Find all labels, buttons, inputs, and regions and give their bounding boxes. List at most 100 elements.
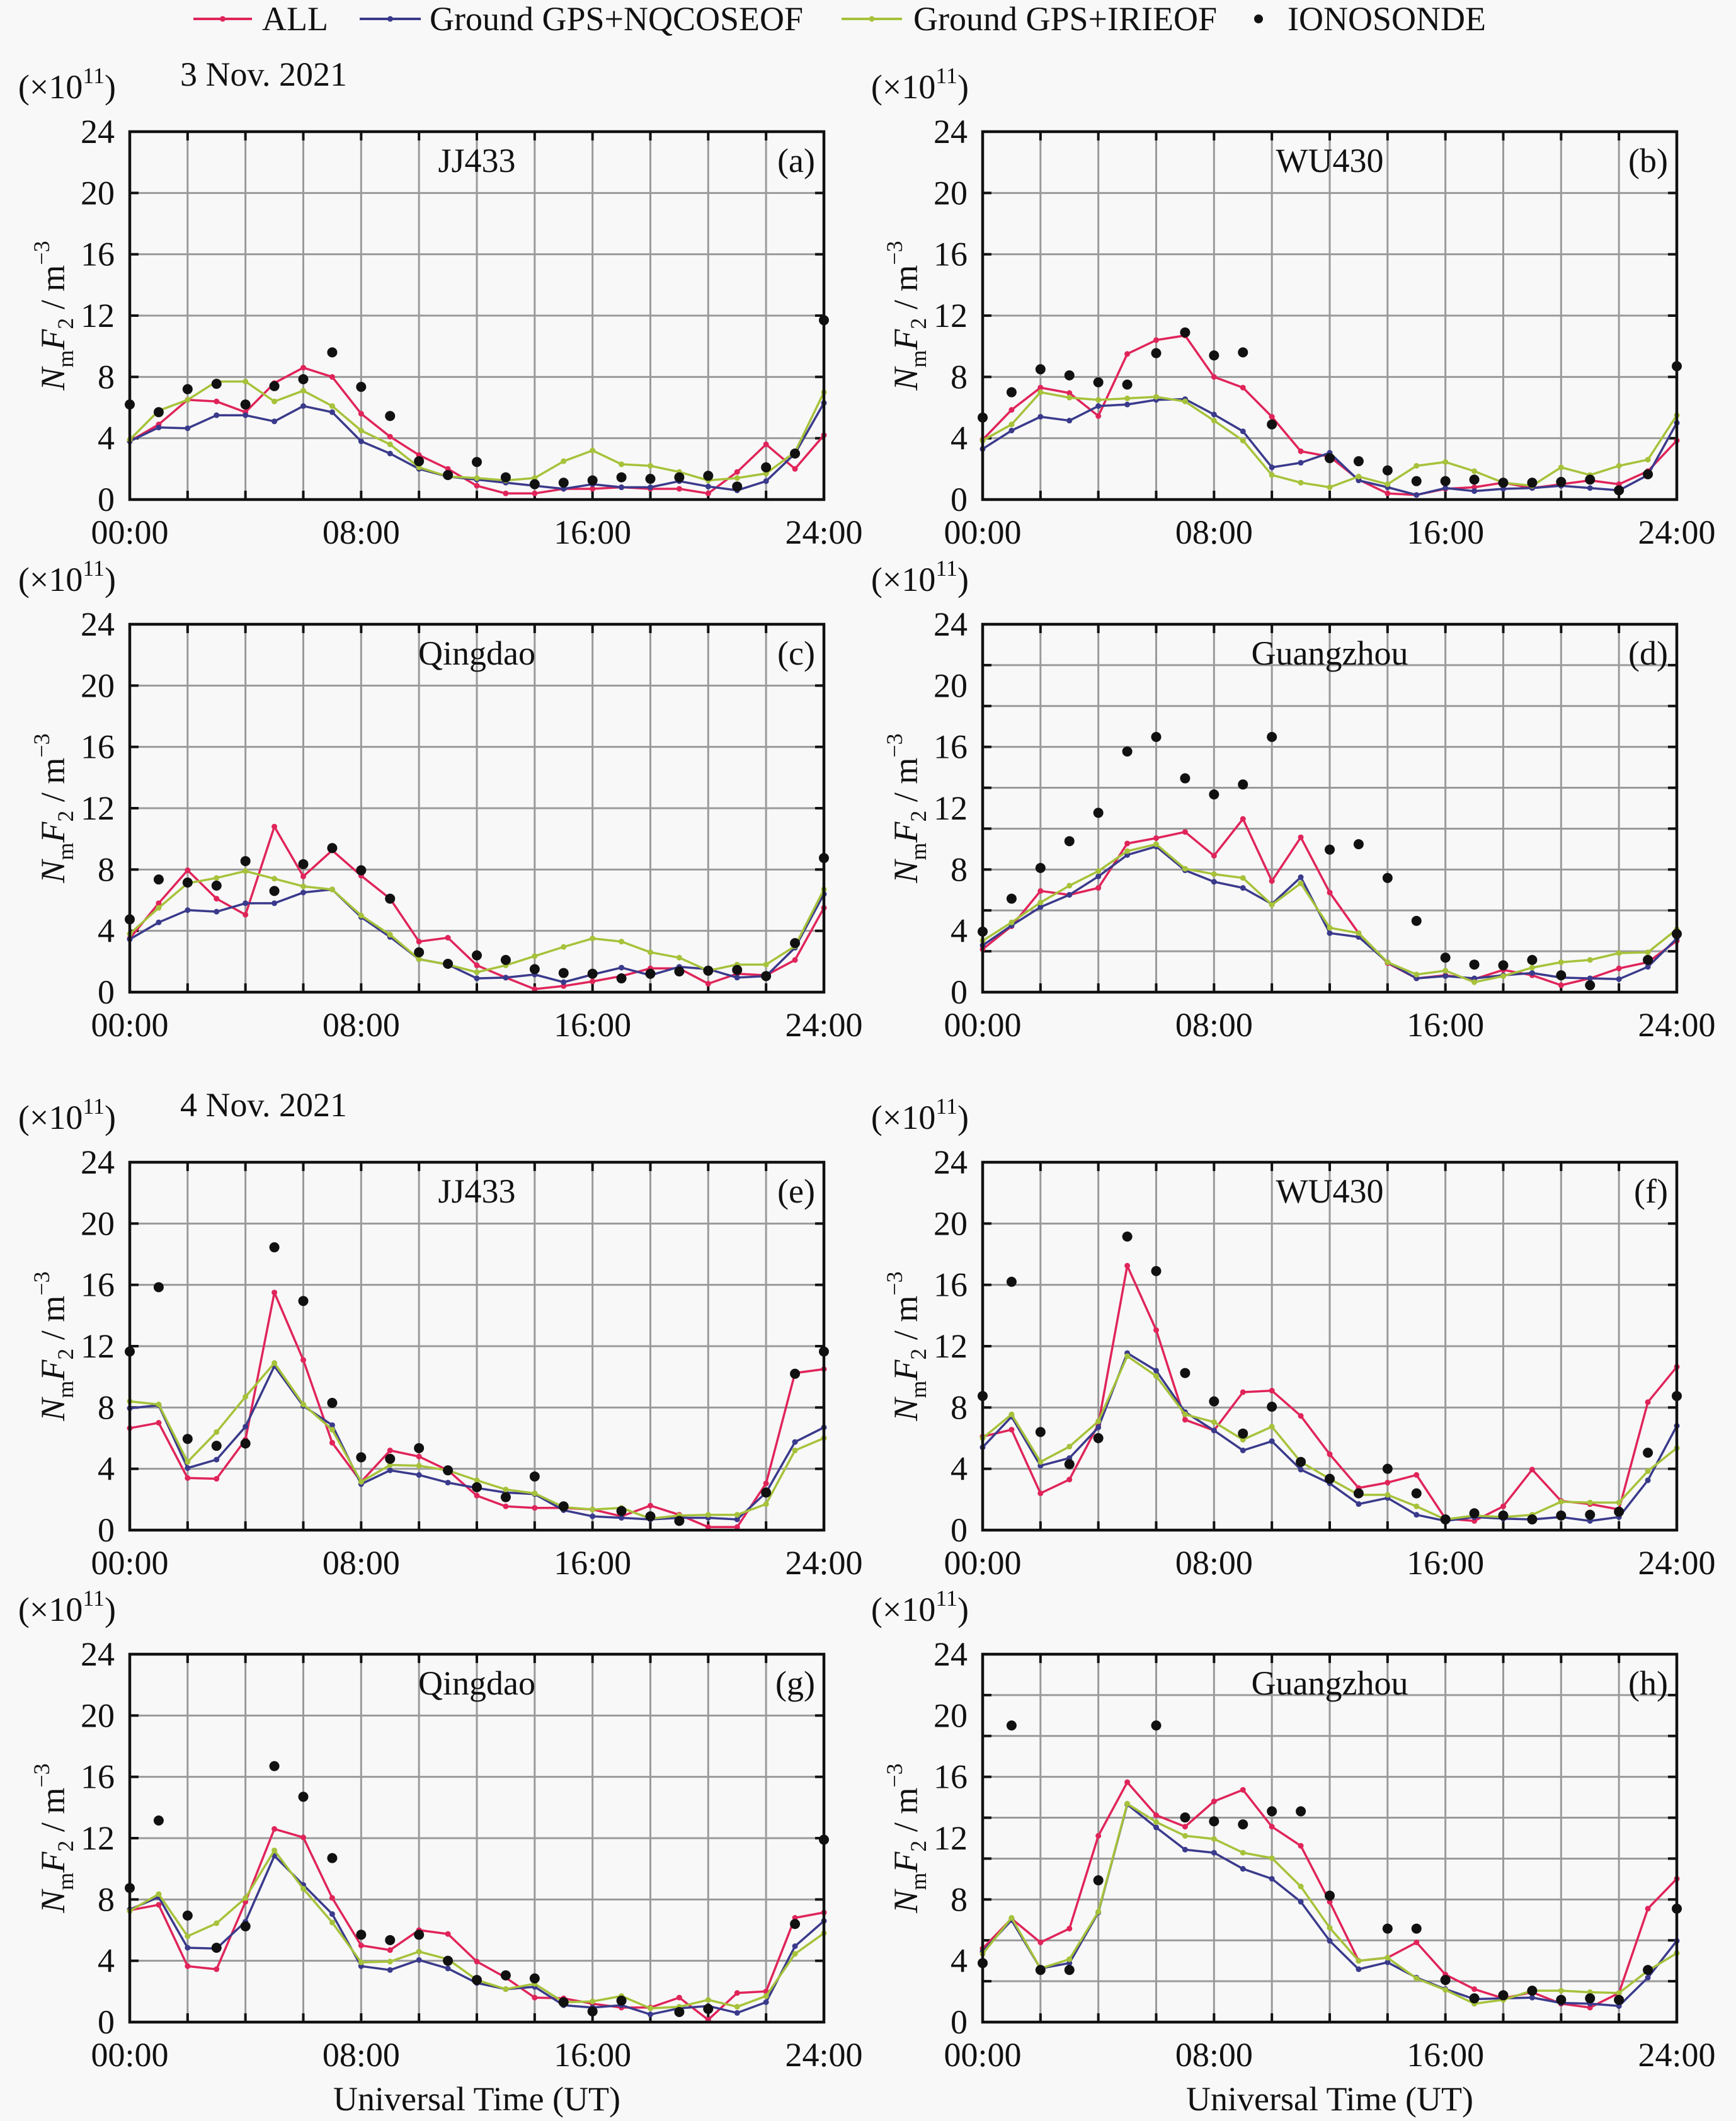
text-part: N: [34, 1397, 72, 1422]
text-part: 11: [935, 1094, 957, 1119]
data-point: [1269, 1388, 1275, 1394]
data-point: [1153, 841, 1159, 847]
data-point: [1211, 1419, 1217, 1425]
ionosonde-point: [327, 843, 338, 854]
data-point: [619, 964, 625, 971]
ionosonde-point: [298, 374, 309, 384]
data-point: [1413, 1939, 1420, 1945]
x-tick-label: 00:00: [91, 513, 168, 551]
ionosonde-point: [1238, 779, 1248, 790]
y-tick-label: 8: [951, 358, 968, 396]
ionosonde-point: [1093, 1433, 1104, 1443]
data-point: [1269, 464, 1275, 471]
data-point: [300, 365, 306, 371]
ionosonde-point: [1064, 836, 1075, 847]
data-point: [387, 1947, 393, 1953]
y-tick-label: 4: [951, 420, 968, 457]
data-point: [329, 1439, 335, 1446]
data-point: [503, 1487, 509, 1493]
text-part: m: [906, 1381, 931, 1398]
text-part: −3: [29, 1763, 54, 1787]
text-part: / m: [887, 265, 925, 318]
text-part: / m: [34, 265, 72, 318]
text-part: (×10: [18, 1591, 83, 1628]
plot-frame: [128, 130, 826, 501]
data-point: [792, 1447, 798, 1453]
ionosonde-point: [1498, 477, 1509, 488]
data-point: [648, 2011, 653, 2018]
ionosonde-point: [1093, 377, 1104, 387]
data-point: [1066, 883, 1073, 889]
ionosonde-point: [1556, 1994, 1567, 2005]
data-point: [185, 867, 191, 874]
text-part: N: [34, 1889, 72, 1914]
data-point: [1240, 1849, 1246, 1856]
data-point: [1385, 959, 1391, 966]
x-tick-label: 00:00: [91, 2036, 168, 2074]
ionosonde-point: [1325, 1890, 1335, 1901]
ionosonde-point: [761, 971, 772, 981]
ionosonde-point: [298, 1296, 309, 1306]
data-point: [1037, 1939, 1044, 1945]
ionosonde-point: [211, 1942, 222, 1953]
data-point: [763, 441, 769, 447]
ionosonde-point: [1643, 1448, 1653, 1458]
ionosonde-point: [1267, 1402, 1277, 1412]
ionosonde-point: [1411, 915, 1422, 926]
ionosonde-point: [1267, 731, 1277, 742]
x-axis-label: Universal Time (UT): [1186, 2080, 1473, 2118]
data-point: [156, 919, 162, 925]
data-point: [1645, 949, 1651, 956]
ionosonde-point: [414, 456, 425, 467]
text-part: F: [34, 1359, 72, 1381]
data-point: [1240, 1447, 1246, 1453]
ionosonde-point: [269, 886, 280, 896]
ionosonde-point: [443, 470, 454, 481]
data-point: [358, 912, 364, 918]
panel-label: (c): [777, 634, 815, 672]
data-point: [1327, 484, 1333, 491]
ionosonde-point: [240, 855, 251, 866]
data-point: [387, 1447, 393, 1453]
data-point: [1356, 1958, 1362, 1964]
text-part: F: [34, 1851, 72, 1873]
panel-a: (×1011) NmF2 / m−3 0 4 8 12 16 20 24 00:00 08:00 16…: [18, 63, 863, 551]
ionosonde-point: [761, 462, 772, 472]
ionosonde-point: [385, 1935, 396, 1945]
data-point: [763, 1999, 769, 2005]
data-point: [1616, 462, 1622, 469]
data-point: [1356, 930, 1362, 936]
ionosonde-point: [1209, 789, 1219, 800]
data-point: [156, 905, 162, 911]
ionosonde-point: [1035, 364, 1046, 375]
ionosonde-point: [1469, 1993, 1480, 2004]
data-point: [243, 1393, 249, 1400]
ionosonde-point: [1209, 350, 1219, 361]
data-point: [416, 956, 422, 963]
ionosonde-point: [1180, 1812, 1191, 1823]
ionosonde-point: [1122, 746, 1133, 757]
data-point: [1298, 1884, 1304, 1890]
ionosonde-point: [1556, 477, 1567, 488]
y-axis-label: NmF2 / m−3: [29, 1763, 78, 1913]
text-part: N: [887, 859, 925, 884]
x-tick-label: 08:00: [1175, 1006, 1253, 1044]
data-point: [1616, 950, 1622, 956]
data-point: [734, 475, 740, 481]
data-point: [1124, 1800, 1131, 1807]
text-part: (×10: [18, 1099, 83, 1136]
text-part: −3: [29, 241, 54, 265]
data-point: [271, 876, 278, 882]
x-tick-label: 08:00: [1175, 513, 1253, 551]
data-point: [1269, 1875, 1275, 1882]
data-point: [1442, 973, 1449, 979]
ionosonde-point: [703, 2004, 714, 2015]
ionosonde-point: [703, 471, 714, 481]
data-point: [1211, 1798, 1217, 1805]
data-point: [1269, 472, 1275, 478]
text-part: 11: [83, 1094, 105, 1119]
data-point: [1442, 485, 1449, 491]
data-point: [1095, 1909, 1102, 1915]
ionosonde-point: [1643, 469, 1653, 479]
legend-item-ground-gps-nqcoseof: Ground GPS+NQCOSEOF: [360, 0, 803, 38]
